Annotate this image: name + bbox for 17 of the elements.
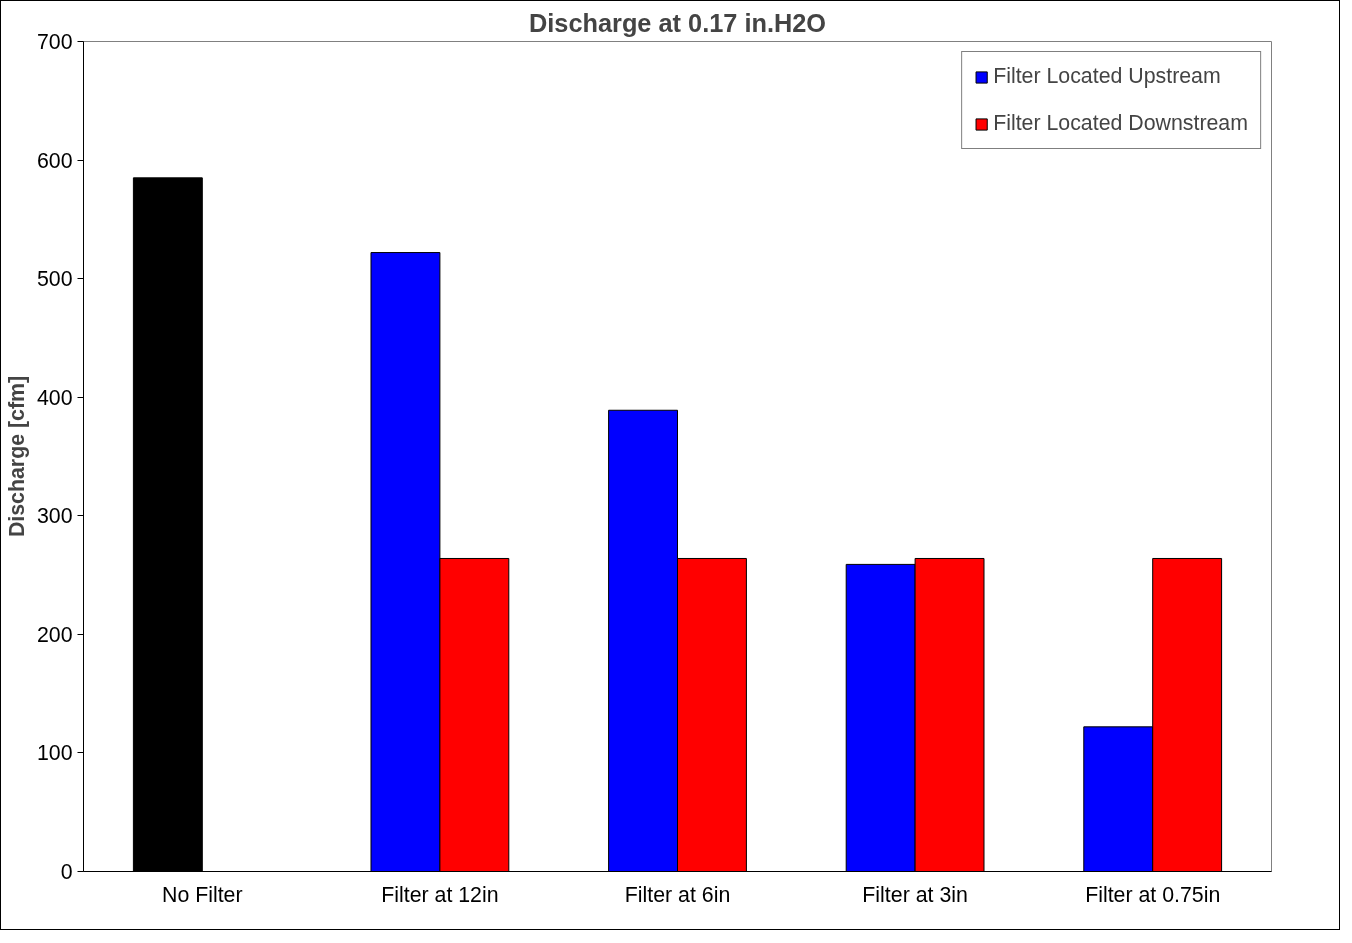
x-tick-label: Filter at 6in	[624, 882, 731, 907]
x-tick-label: Filter at 0.75in	[1085, 882, 1221, 907]
y-tick-label: 100	[36, 741, 73, 766]
y-tick-label: 700	[36, 30, 73, 54]
y-tick-label: 600	[36, 148, 73, 173]
y-axis-title: Discharge [cfm]	[4, 375, 29, 538]
y-tick-label: 200	[36, 622, 73, 647]
y-tick-label: 300	[36, 504, 73, 529]
y-tick-label: 500	[36, 267, 73, 292]
legend-label: Filter Located Downstream	[993, 111, 1248, 136]
x-tick-label: Filter at 12in	[381, 882, 499, 907]
y-tick-label: 400	[36, 385, 73, 410]
y-tick-label: 0	[60, 860, 73, 884]
x-tick-label: Filter at 3in	[862, 882, 968, 907]
legend-label: Filter Located Upstream	[993, 64, 1221, 89]
x-tick-label: No Filter	[162, 882, 243, 907]
chart-title: Discharge at 0.17 in.H2O	[528, 8, 827, 37]
